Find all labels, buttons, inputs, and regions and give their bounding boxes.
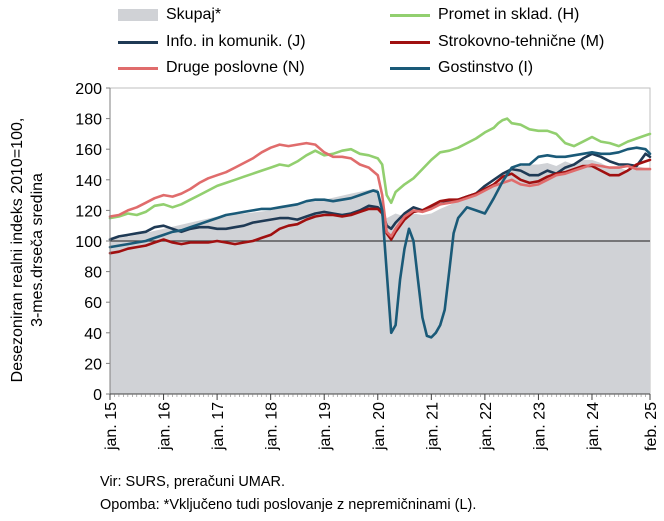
legend-swatch-info xyxy=(118,40,158,44)
y-axis: 0 20 40 60 80 100 120 140 160 180 200 xyxy=(75,81,111,404)
series-line-1 xyxy=(108,117,652,220)
y-tick-label: 0 xyxy=(93,387,102,404)
legend-label-skupaj: Skupaj* xyxy=(166,6,222,23)
legend-swatch-skupaj xyxy=(118,9,158,21)
legend-item-skupaj: Skupaj* xyxy=(118,6,221,24)
y-tick-label: 160 xyxy=(75,142,102,159)
series-line-4 xyxy=(108,141,652,238)
y-tick-label: 140 xyxy=(75,173,102,190)
x-tick-label: jan. 18 xyxy=(264,402,281,451)
x-tick-label: jan. 24 xyxy=(585,402,602,451)
x-tick-label: jan. 19 xyxy=(317,402,334,451)
x-tick-label: jan. 16 xyxy=(157,402,174,451)
y-tick-label: 80 xyxy=(84,265,102,282)
legend-item-info: Info. in komunik. (J) xyxy=(118,33,306,51)
legend-label-druge: Druge poslovne (N) xyxy=(166,59,305,76)
series-line-5 xyxy=(108,146,652,339)
x-tick-label: jan. 21 xyxy=(424,402,441,451)
legend-label-gostinstvo: Gostinstvo (I) xyxy=(438,59,534,76)
x-tick-label: feb. 25 xyxy=(643,402,660,451)
legend: Skupaj* Promet in sklad. (H) Info. in ko… xyxy=(0,0,664,84)
y-tick-label: 120 xyxy=(75,203,102,220)
legend-label-promet: Promet in sklad. (H) xyxy=(438,6,580,23)
legend-item-druge: Druge poslovne (N) xyxy=(118,59,305,77)
plot-area xyxy=(108,87,652,395)
x-tick-label: jan. 23 xyxy=(531,402,548,451)
y-tick-label: 60 xyxy=(84,295,102,312)
legend-item-promet: Promet in sklad. (H) xyxy=(390,6,579,24)
y-axis-label-line1: Desezoniran realni indeks 2010=100, xyxy=(9,118,26,383)
x-tick-label: jan. 20 xyxy=(371,402,388,451)
x-tick-label: jan. 17 xyxy=(210,402,227,451)
legend-swatch-promet xyxy=(390,13,430,17)
x-tick-label: jan. 22 xyxy=(478,402,495,451)
y-tick-label: 180 xyxy=(75,112,102,129)
legend-label-info: Info. in komunik. (J) xyxy=(166,33,306,50)
legend-swatch-strokovno xyxy=(390,40,430,44)
y-tick-label: 100 xyxy=(75,234,102,251)
series-area-0 xyxy=(110,159,650,394)
legend-swatch-druge xyxy=(118,66,158,70)
legend-label-strokovno: Strokovno-tehnične (M) xyxy=(438,33,605,50)
x-axis: jan. 15 jan. 16 jan. 17 jan. 18 jan. 19 jan. … xyxy=(103,393,660,451)
y-axis-label-line2: 3-mes.drseča sredina xyxy=(29,173,46,327)
y-tick-label: 40 xyxy=(84,326,102,343)
y-tick-label: 20 xyxy=(84,356,102,373)
y-tick-label: 200 xyxy=(75,81,102,98)
legend-item-strokovno: Strokovno-tehnične (M) xyxy=(390,33,604,51)
x-tick-label: jan. 15 xyxy=(103,402,120,451)
legend-item-gostinstvo: Gostinstvo (I) xyxy=(390,59,533,77)
legend-swatch-gostinstvo xyxy=(390,66,430,70)
source-note: Vir: SURS, preračuni UMAR. xyxy=(100,474,286,490)
footnote: Opomba: *Vključeno tudi poslovanje z nep… xyxy=(100,497,477,513)
